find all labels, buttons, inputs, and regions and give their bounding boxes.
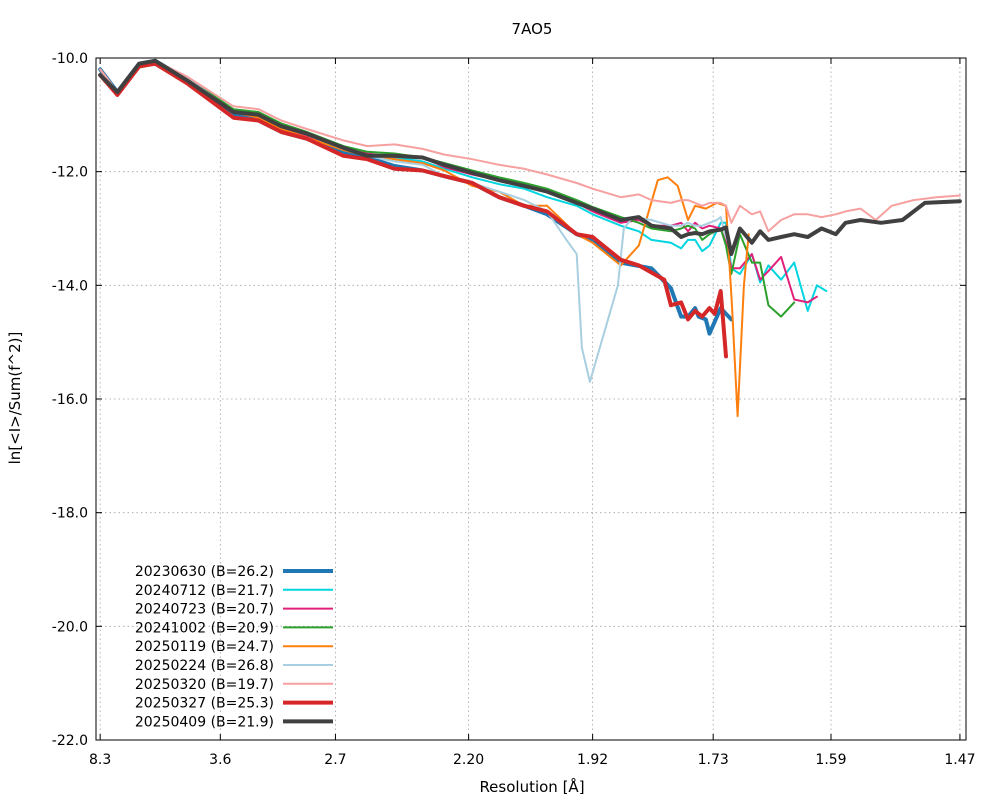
legend-entry-label: 20250327 (B=25.3) bbox=[135, 696, 274, 712]
legend: 20230630 (B=26.2) 20240712 (B=21.7) 202407… bbox=[135, 564, 333, 730]
y-tick-label: -10.0 bbox=[52, 51, 88, 67]
x-tick-label: 1.92 bbox=[577, 752, 608, 768]
series-lines bbox=[98, 58, 962, 418]
series-line bbox=[99, 59, 961, 233]
legend-entry-label: 20240712 (B=21.7) bbox=[135, 583, 274, 599]
legend-entry-label: 20250119 (B=24.7) bbox=[135, 639, 274, 655]
legend-entry-label: 20250224 (B=26.8) bbox=[135, 658, 274, 674]
chart-title: 7AO5 bbox=[512, 20, 553, 38]
legend-entry-label: 20240723 (B=20.7) bbox=[135, 602, 274, 618]
y-tick-label: -18.0 bbox=[52, 506, 88, 522]
axis-ticks: 8.3 3.6 2.7 2.20 1.92 1.73 1.59 1.47 -10.0 -12.0 -… bbox=[52, 51, 976, 768]
series-line bbox=[99, 59, 750, 418]
legend-entry-label: 20250409 (B=21.9) bbox=[135, 714, 274, 730]
x-tick-label: 2.7 bbox=[324, 752, 346, 768]
x-axis-label: Resolution [Å] bbox=[479, 777, 584, 796]
x-tick-label: 1.47 bbox=[944, 752, 975, 768]
x-tick-label: 3.6 bbox=[209, 752, 231, 768]
y-tick-label: -22.0 bbox=[52, 733, 88, 749]
x-tick-label: 1.59 bbox=[815, 752, 846, 768]
y-tick-label: -20.0 bbox=[52, 619, 88, 635]
legend-entry-label: 20241002 (B=20.9) bbox=[135, 620, 274, 636]
series-line bbox=[99, 59, 796, 318]
series-line bbox=[98, 58, 962, 257]
y-tick-label: -14.0 bbox=[52, 278, 88, 294]
y-axis-label: ln[<I>/Sum(f^2)] bbox=[6, 332, 24, 465]
series-line bbox=[98, 61, 728, 359]
x-tick-label: 8.3 bbox=[89, 752, 111, 768]
y-tick-label: -12.0 bbox=[52, 165, 88, 181]
grid bbox=[96, 57, 966, 741]
x-tick-label: 1.73 bbox=[698, 752, 729, 768]
y-tick-label: -16.0 bbox=[52, 392, 88, 408]
series-line bbox=[98, 58, 734, 336]
legend-entry-label: 20250320 (B=19.7) bbox=[135, 677, 274, 693]
x-tick-label: 2.20 bbox=[453, 752, 484, 768]
legend-entry-label: 20230630 (B=26.2) bbox=[135, 564, 274, 580]
